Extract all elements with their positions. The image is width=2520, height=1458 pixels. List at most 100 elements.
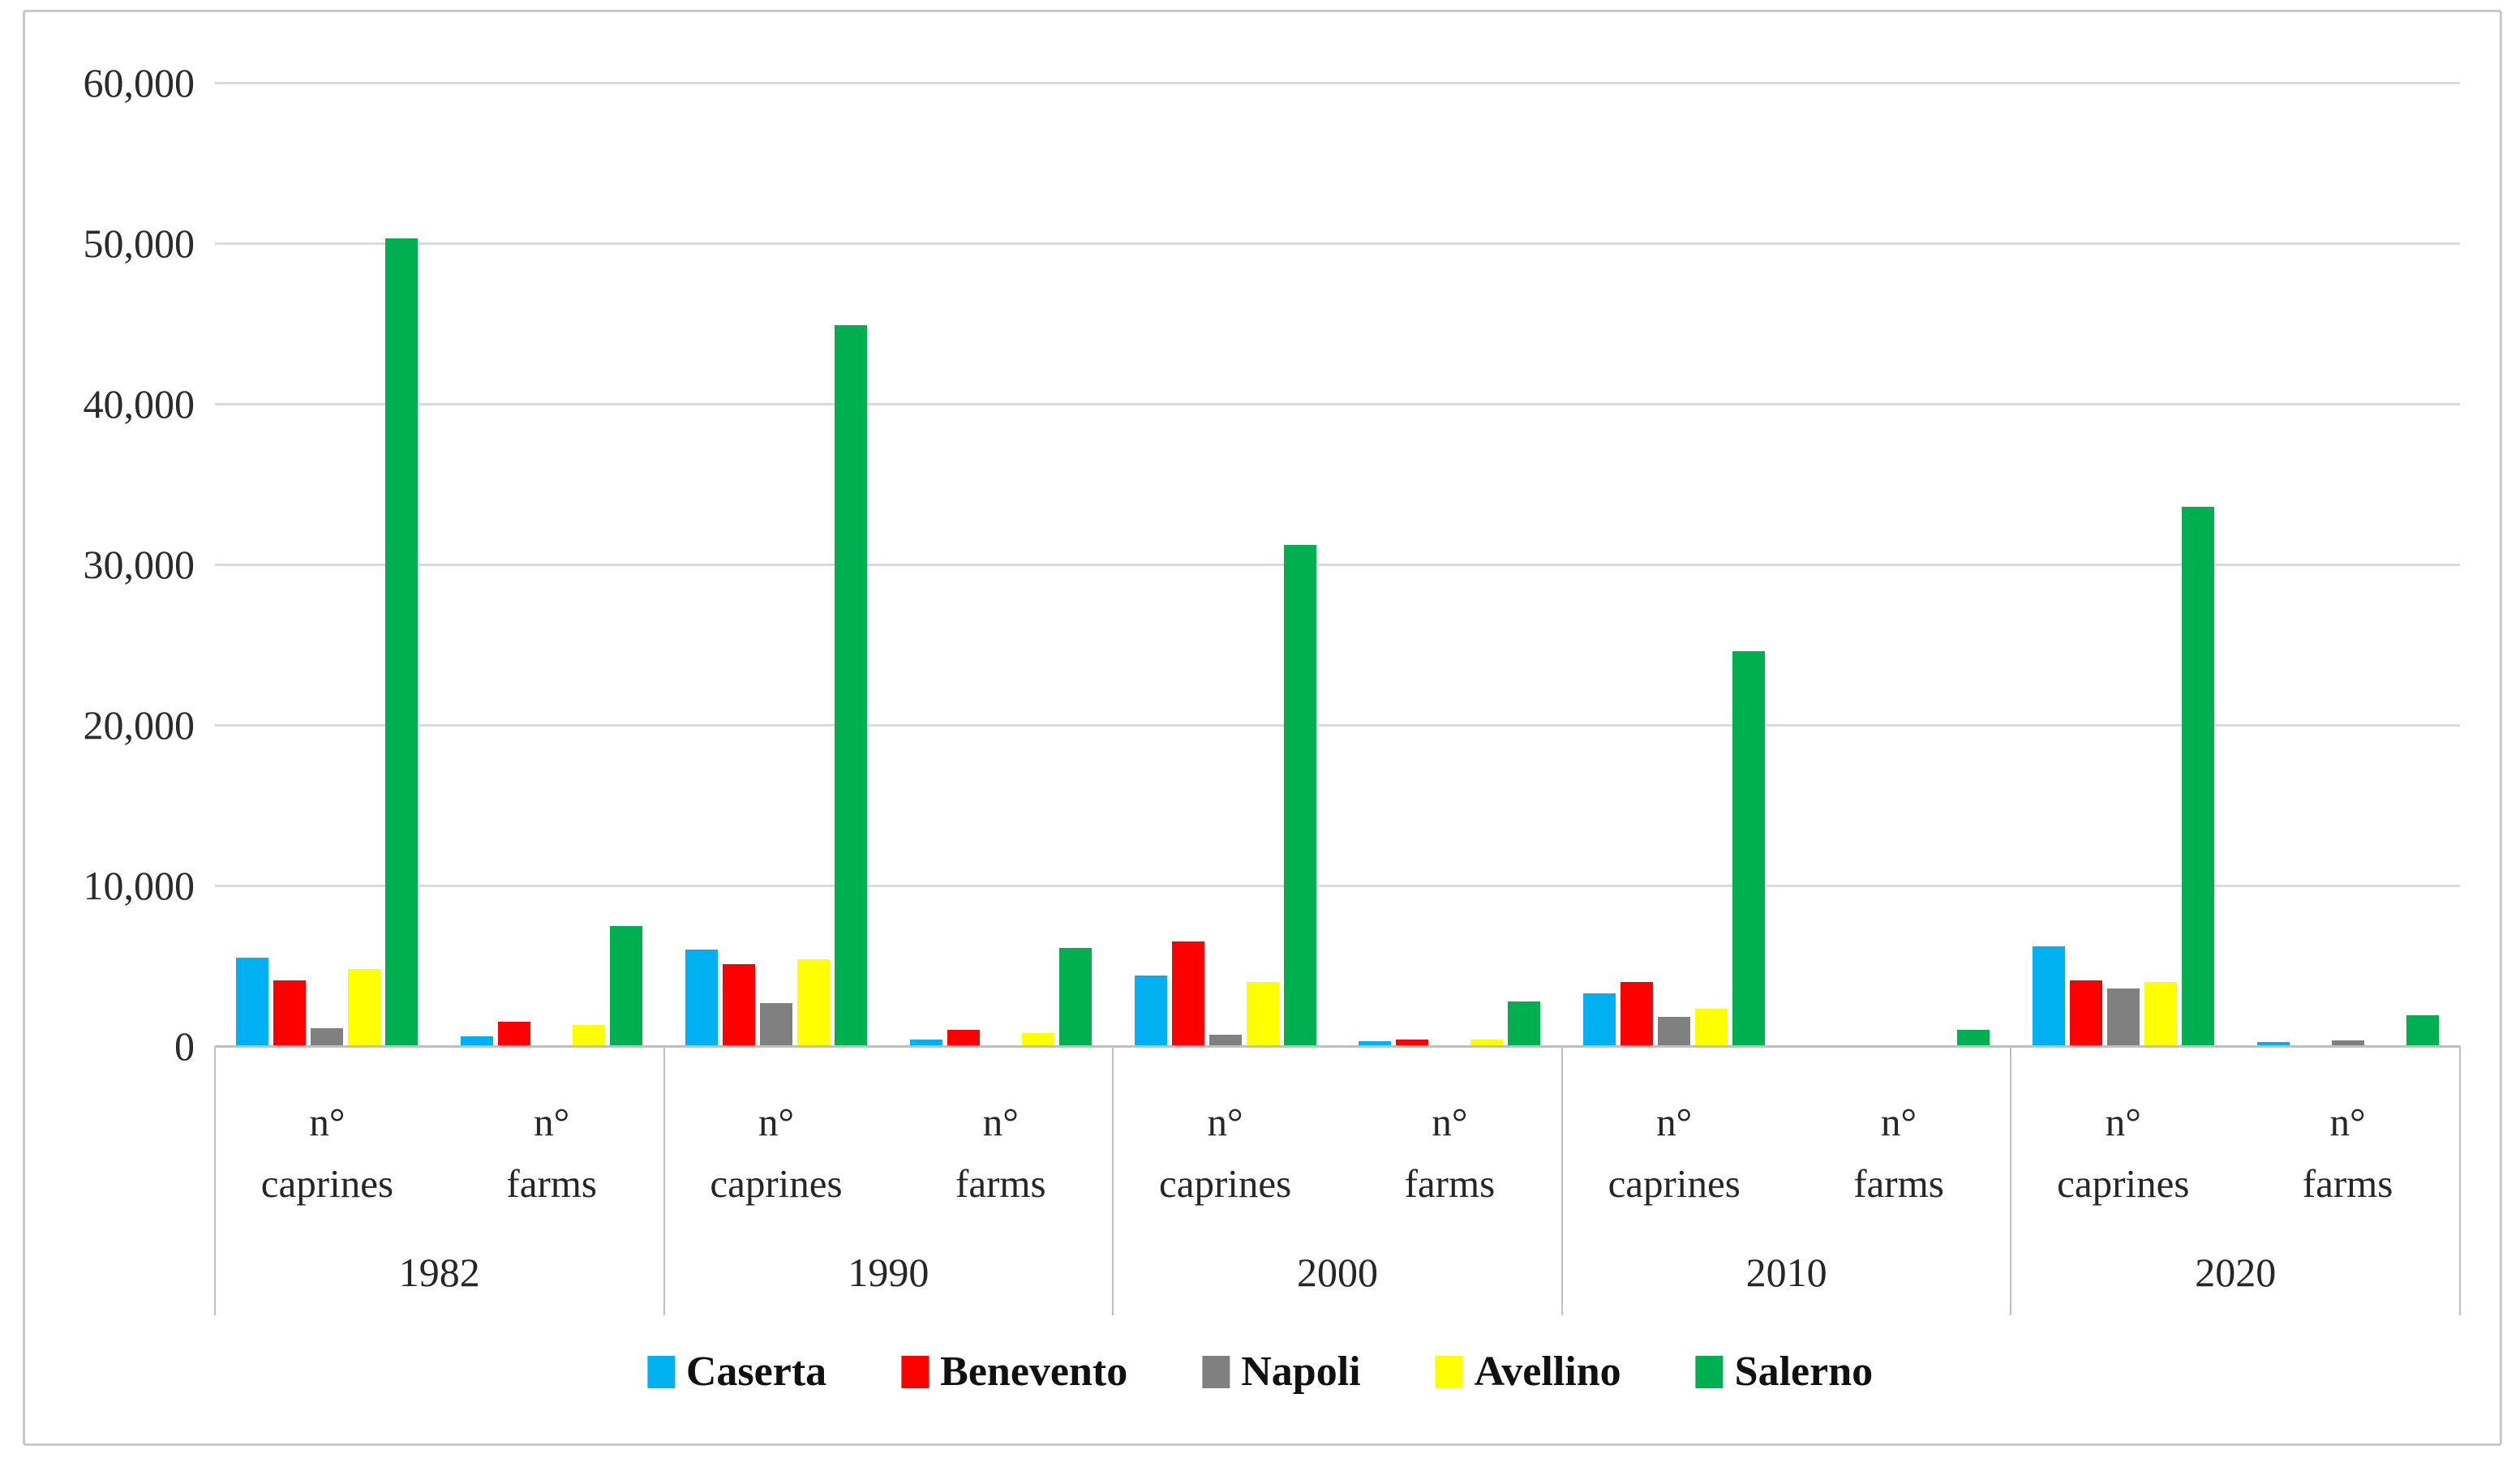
legend-item-napoli: Napoli [1202, 1348, 1361, 1396]
bar-1982-caprines-Caserta [236, 958, 269, 1046]
bar-1982-caprines-Avellino [348, 968, 381, 1046]
bar-2020-farms-Napoli [2331, 1040, 2364, 1046]
legend-swatch-icon [1202, 1355, 1230, 1388]
category-label-line1: n° [309, 1100, 346, 1144]
bar-2000-farms-Avellino [1470, 1040, 1504, 1046]
bar-1990-caprines-Napoli [760, 1002, 792, 1046]
y-axis-tick-label: 30,000 [83, 542, 195, 587]
bar-2000-caprines-Napoli [1208, 1035, 1242, 1046]
category-label-line1: n° [1656, 1100, 1693, 1144]
legend-swatch-icon [1435, 1355, 1463, 1388]
year-label-2010: 2010 [1745, 1250, 1827, 1295]
bar-1982-caprines-Napoli [311, 1028, 344, 1046]
bar-2010-caprines-Avellino [1695, 1009, 1728, 1046]
category-label-line1: n° [758, 1100, 795, 1144]
bar-1990-farms-Benevento [947, 1030, 980, 1046]
category-label-2010-caprines: n° caprines [1562, 1091, 1787, 1215]
bar-2020-caprines-Avellino [2144, 981, 2177, 1046]
bar-1990-farms-Avellino [1021, 1033, 1054, 1046]
gridline-40,000 [215, 403, 2460, 405]
bar-2010-caprines-Napoli [1658, 1017, 1691, 1046]
category-label-line1: n° [534, 1100, 570, 1144]
category-label-line1: n° [1207, 1100, 1243, 1144]
bar-2010-caprines-Salerno [1732, 650, 1766, 1046]
category-label-line2: caprines [710, 1161, 843, 1206]
y-axis-tick-label: 50,000 [83, 221, 195, 266]
bar-2010-farms-Salerno [1957, 1030, 1990, 1046]
legend-label: Napoli [1241, 1349, 1361, 1395]
category-label-line1: n° [2329, 1100, 2366, 1144]
category-label-line2: caprines [2057, 1161, 2190, 1206]
bar-2020-farms-Caserta [2256, 1042, 2290, 1046]
bar-1982-farms-Avellino [573, 1025, 606, 1046]
legend-swatch-icon [1695, 1355, 1724, 1388]
category-label-line2: caprines [260, 1161, 394, 1206]
y-axis-tick-label: 40,000 [83, 381, 195, 427]
group-separator [2010, 1046, 2012, 1315]
category-label-line2: farms [506, 1161, 597, 1206]
bar-2000-caprines-Salerno [1283, 545, 1316, 1046]
category-label-line1: n° [982, 1100, 1019, 1144]
figure-border [23, 10, 2502, 1446]
gridline-10,000 [215, 885, 2460, 887]
category-label-line2: caprines [1158, 1161, 1292, 1206]
legend-item-benevento: Benevento [901, 1348, 1127, 1396]
group-separator [2459, 1046, 2461, 1315]
legend-label: Avellino [1474, 1349, 1621, 1395]
category-label-1982-caprines: n° caprines [215, 1091, 440, 1215]
y-axis-tick-label: 10,000 [83, 863, 195, 908]
x-axis-line [215, 1045, 2460, 1048]
category-label-1990-farms: n° farms [888, 1091, 1113, 1215]
bar-1982-farms-Salerno [610, 925, 643, 1046]
category-label-2000-caprines: n° caprines [1113, 1091, 1337, 1215]
gridline-20,000 [215, 724, 2460, 727]
year-label-2000: 2000 [1296, 1250, 1378, 1295]
group-separator [663, 1046, 665, 1315]
group-separator [1561, 1046, 1563, 1315]
bar-2000-farms-Caserta [1359, 1041, 1392, 1046]
bar-1990-farms-Caserta [909, 1040, 942, 1046]
bar-2000-farms-Salerno [1508, 1001, 1541, 1046]
year-label-1982: 1982 [398, 1250, 480, 1295]
category-label-line2: farms [1404, 1161, 1496, 1206]
bar-1982-farms-Caserta [461, 1036, 494, 1046]
gridline-30,000 [215, 564, 2460, 566]
category-label-line2: farms [1853, 1161, 1944, 1206]
category-label-line2: caprines [1608, 1161, 1741, 1206]
bar-2000-caprines-Avellino [1246, 981, 1279, 1046]
bar-2020-caprines-Napoli [2106, 988, 2140, 1046]
legend-swatch-icon [646, 1355, 675, 1388]
bar-2000-caprines-Benevento [1171, 941, 1204, 1046]
category-label-line1: n° [1880, 1100, 1917, 1144]
category-label-line2: farms [955, 1161, 1046, 1206]
bar-2020-caprines-Benevento [2069, 980, 2102, 1046]
legend-item-avellino: Avellino [1435, 1348, 1621, 1396]
bar-2000-farms-Benevento [1396, 1040, 1429, 1046]
y-axis-tick-label: 60,000 [83, 60, 195, 105]
bar-2010-caprines-Caserta [1583, 993, 1616, 1046]
category-label-line1: n° [2105, 1100, 2141, 1144]
bar-1982-caprines-Benevento [273, 980, 307, 1046]
legend-item-caserta: Caserta [646, 1348, 827, 1396]
category-label-line2: farms [2302, 1161, 2393, 1206]
category-label-2010-farms: n° farms [1787, 1091, 2011, 1215]
bar-1990-farms-Salerno [1058, 948, 1092, 1046]
bar-2020-caprines-Caserta [2032, 946, 2065, 1046]
year-label-1990: 1990 [848, 1250, 929, 1295]
category-label-2000-farms: n° farms [1337, 1091, 1562, 1215]
y-axis-tick-label: 20,000 [83, 702, 195, 748]
bar-2020-farms-Salerno [2406, 1015, 2439, 1046]
bar-1982-caprines-Salerno [385, 238, 419, 1046]
chart-legend: Caserta Benevento Napoli Avellino Salerno [646, 1348, 1873, 1396]
legend-label: Caserta [685, 1349, 827, 1395]
category-label-1990-caprines: n° caprines [664, 1091, 889, 1215]
y-axis-tick-label: 0 [174, 1023, 195, 1069]
gridline-60,000 [215, 82, 2460, 84]
legend-label: Benevento [940, 1349, 1128, 1395]
category-label-2020-caprines: n° caprines [2011, 1091, 2235, 1215]
bar-2020-caprines-Salerno [2181, 506, 2214, 1046]
bar-2000-caprines-Caserta [1134, 975, 1167, 1046]
year-label-2020: 2020 [2195, 1250, 2277, 1295]
legend-item-salerno: Salerno [1695, 1348, 1873, 1396]
